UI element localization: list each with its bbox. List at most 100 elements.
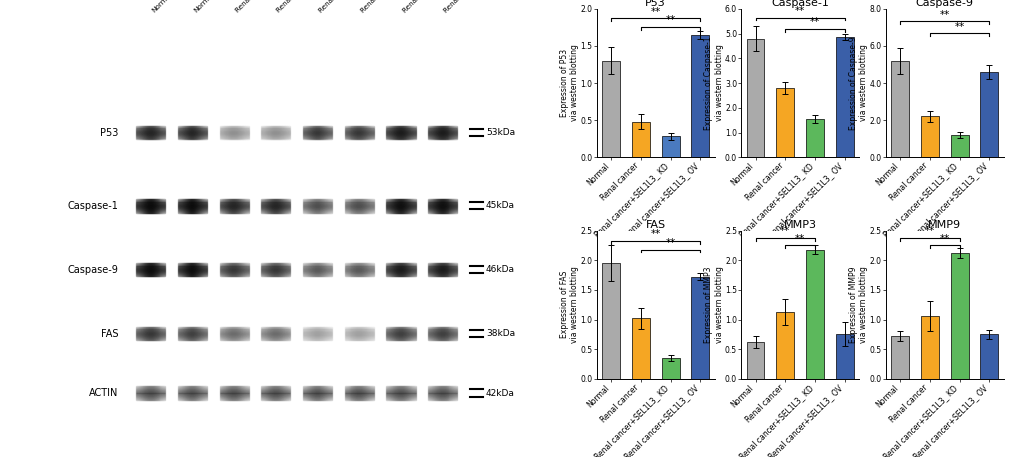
Bar [386, 205, 415, 206]
Bar [261, 138, 290, 139]
Bar [344, 339, 374, 340]
Text: Normal: Normal [151, 0, 173, 14]
Bar [219, 327, 249, 328]
Bar [136, 264, 165, 265]
Bar [177, 388, 207, 389]
Title: FAS: FAS [645, 220, 665, 230]
Bar [428, 270, 457, 271]
Bar [386, 329, 415, 330]
Bar [136, 389, 165, 390]
Bar [219, 267, 249, 268]
Bar [344, 268, 374, 269]
Bar [177, 199, 207, 200]
Bar [386, 271, 415, 272]
Title: Caspase-9: Caspase-9 [915, 0, 973, 8]
Bar [261, 128, 290, 129]
Bar [303, 131, 332, 132]
Bar [344, 131, 374, 132]
Bar [386, 204, 415, 205]
Title: Caspase-1: Caspase-1 [770, 0, 828, 8]
Bar [303, 333, 332, 334]
Text: ACTIN: ACTIN [89, 388, 118, 398]
Bar [386, 137, 415, 138]
Bar [136, 275, 165, 276]
Bar [136, 136, 165, 137]
Bar [428, 265, 457, 266]
Text: **: ** [650, 229, 660, 239]
Bar [428, 338, 457, 339]
Y-axis label: Expression of FAS
via western blotting: Expression of FAS via western blotting [559, 266, 579, 343]
Bar [344, 272, 374, 273]
Bar [344, 266, 374, 267]
Bar [428, 204, 457, 205]
Bar [219, 339, 249, 340]
Bar [303, 266, 332, 267]
Bar [136, 392, 165, 393]
Bar [219, 333, 249, 334]
Bar [261, 267, 290, 268]
Bar [303, 204, 332, 205]
Bar [261, 212, 290, 213]
Bar [428, 137, 457, 138]
Text: Renal cancer: Renal cancer [234, 0, 271, 14]
Bar [219, 268, 249, 269]
Bar [386, 269, 415, 270]
Bar [303, 327, 332, 328]
Bar [261, 334, 290, 335]
Bar [344, 386, 374, 387]
Bar [136, 131, 165, 132]
Text: **: ** [938, 10, 949, 20]
Bar [386, 332, 415, 333]
Bar [428, 203, 457, 204]
Bar [219, 200, 249, 201]
Bar [219, 273, 249, 274]
Bar [428, 208, 457, 209]
Bar [344, 329, 374, 330]
Bar [303, 392, 332, 393]
Bar [177, 138, 207, 139]
Bar [386, 199, 415, 200]
Bar [303, 399, 332, 400]
Bar [344, 199, 374, 200]
Bar [303, 329, 332, 330]
Bar [219, 338, 249, 339]
Bar [691, 35, 708, 157]
Title: MMP3: MMP3 [783, 220, 816, 230]
Bar [136, 130, 165, 131]
Bar [303, 137, 332, 138]
Bar [219, 136, 249, 137]
Bar [979, 335, 998, 379]
Bar [344, 394, 374, 395]
Bar [386, 390, 415, 391]
Bar [836, 335, 853, 379]
Bar [136, 331, 165, 332]
Bar [219, 209, 249, 210]
Bar [136, 126, 165, 127]
Bar [344, 209, 374, 210]
Bar [344, 210, 374, 211]
Bar [386, 210, 415, 211]
Bar [428, 128, 457, 129]
Bar [805, 250, 823, 379]
Bar [177, 394, 207, 395]
Bar [261, 390, 290, 391]
Bar [219, 127, 249, 128]
Bar [177, 337, 207, 338]
Bar [261, 332, 290, 333]
Bar [344, 389, 374, 390]
Bar [219, 199, 249, 200]
Bar [920, 117, 937, 157]
Bar [386, 133, 415, 134]
Bar [219, 398, 249, 399]
Bar [386, 333, 415, 334]
Bar [303, 200, 332, 201]
Bar [261, 274, 290, 275]
Bar [136, 337, 165, 338]
Bar [303, 397, 332, 398]
Bar [428, 200, 457, 201]
Y-axis label: Expression of MMP9
via western blotting: Expression of MMP9 via western blotting [848, 266, 867, 343]
Bar [344, 206, 374, 207]
Bar [344, 138, 374, 139]
Bar [177, 399, 207, 400]
Bar [428, 337, 457, 338]
